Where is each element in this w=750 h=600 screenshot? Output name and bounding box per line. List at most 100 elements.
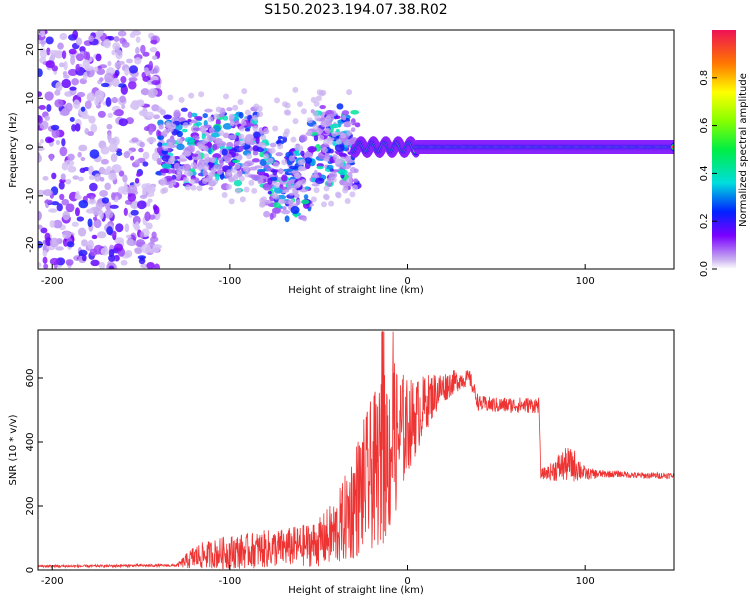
spectrogram-cell	[105, 97, 112, 107]
y-tick-label: 400	[25, 432, 36, 451]
spectrogram-cell	[59, 32, 68, 41]
spectrogram-cell	[182, 176, 189, 183]
spectrogram-cell	[113, 243, 124, 252]
spectrogram-cell	[180, 107, 188, 112]
spectrogram-cell	[64, 159, 75, 167]
spectrogram-heatmap	[38, 30, 674, 269]
colorbar: 0.0 0.2 0.4 0.6 0.8 Normalized spectral ampl…	[699, 30, 749, 277]
spectrogram-cell	[194, 115, 203, 120]
spectrogram-cell	[111, 192, 116, 201]
spectrogram-cell	[226, 169, 233, 176]
spectrogram-cell	[290, 136, 297, 143]
spectrogram-cell	[69, 86, 77, 91]
spectrogram-cell	[211, 132, 221, 138]
spectrogram-cell	[304, 186, 310, 190]
spectrogram-cell	[351, 184, 358, 191]
spectrogram-cell	[260, 142, 267, 149]
spectrogram-cell	[120, 76, 127, 84]
spectrogram-cell	[108, 254, 116, 262]
spectrogram-cell	[346, 129, 353, 136]
y-tick-label: 0	[25, 567, 36, 573]
x-tick-label: -100	[219, 576, 242, 587]
spectrogram-cell	[221, 192, 228, 199]
spectrogram-cell	[47, 137, 55, 143]
spectrogram-cell	[240, 120, 247, 127]
spectrogram-cell	[109, 204, 119, 209]
spectrogram-cell	[77, 176, 84, 182]
spectrogram-cell	[136, 100, 145, 107]
spectrogram-cell	[123, 151, 130, 159]
spectrogram-cell	[325, 115, 332, 122]
spectrogram-cell	[336, 103, 344, 110]
spectrogram-cell	[101, 197, 110, 204]
spectrogram-cell	[90, 259, 100, 267]
spectrogram-cell	[93, 216, 98, 221]
spectrogram-cell	[150, 39, 158, 45]
spectrogram-cell	[157, 135, 165, 141]
spectrogram-cell	[152, 244, 161, 253]
spectrogram-cell	[238, 111, 244, 119]
spectrogram-cell	[313, 187, 320, 194]
spectrogram-cell	[328, 171, 338, 179]
spectrogram-cell	[141, 243, 151, 254]
spectrogram-cell	[198, 91, 205, 98]
spectrogram-cell	[202, 113, 208, 119]
spectrogram-cell	[96, 231, 107, 239]
snr-series-line	[38, 331, 674, 570]
spectrogram-cell	[140, 88, 150, 96]
spectrogram-cell	[208, 180, 215, 187]
spectrogram-cell	[288, 155, 295, 162]
spectrogram-cell	[330, 123, 340, 129]
spectrogram-cell	[122, 174, 128, 183]
spectrogram-cell	[316, 165, 324, 170]
spectrogram-cell	[204, 108, 213, 113]
spectrogram-cell	[51, 128, 60, 139]
spectrogram-cell	[108, 137, 117, 145]
spectrogram-cell	[81, 239, 88, 247]
spectrogram-cell	[324, 127, 331, 134]
spectrogram-cell	[187, 111, 193, 119]
spectrogram-cell	[104, 182, 112, 191]
spectrogram-cell	[134, 221, 140, 230]
spectrogram-cell	[157, 160, 162, 166]
spectrogram-cell	[72, 30, 79, 40]
spectrogram-cell	[89, 149, 100, 159]
spectrogram-cell	[260, 134, 267, 141]
spectrogram-cell	[123, 182, 128, 192]
spectrogram-cell	[296, 100, 303, 107]
spectrogram-cell	[233, 172, 240, 179]
spectrogram-cell	[226, 107, 233, 112]
spectrogram-cell	[342, 187, 349, 194]
spectrogram-cell	[243, 186, 250, 193]
spectrogram-cell	[130, 209, 139, 216]
spectrogram-cell	[57, 42, 64, 50]
spectrogram-cell	[75, 191, 80, 199]
spectrogram-cell	[97, 110, 106, 118]
spectrogram-cell	[67, 153, 75, 161]
spectrogram-cell	[257, 111, 264, 118]
spectrogram-cell	[65, 259, 74, 266]
spectrogram-cell	[190, 184, 197, 191]
spectrogram-cell	[235, 187, 242, 194]
spectrogram-cell	[314, 177, 325, 184]
spectrogram-cell	[275, 152, 283, 157]
spectrogram-cell	[334, 115, 341, 120]
spectrogram-cell	[40, 227, 48, 234]
spectrogram-cell	[326, 177, 333, 184]
spectrogram-cell	[62, 230, 72, 239]
spectrogram-cell	[253, 131, 261, 139]
spectrogram-cell	[156, 84, 162, 89]
y-tick-label: 0	[25, 144, 36, 150]
spectrogram-cell	[144, 69, 151, 75]
spectrogram-cell	[133, 181, 141, 187]
spectrogram-cell	[195, 121, 202, 127]
spectrogram-cell	[61, 198, 70, 206]
snr-x-label: Height of straight line (km)	[288, 585, 424, 596]
spectrogram-cell	[38, 68, 43, 77]
spectrogram-cell	[148, 60, 154, 71]
spectrogram-cell	[59, 146, 68, 157]
spectrogram-cell	[278, 198, 285, 205]
colorbar-gradient	[712, 30, 736, 269]
spectrogram-cell	[139, 256, 145, 262]
spectrogram-cell	[267, 190, 272, 195]
